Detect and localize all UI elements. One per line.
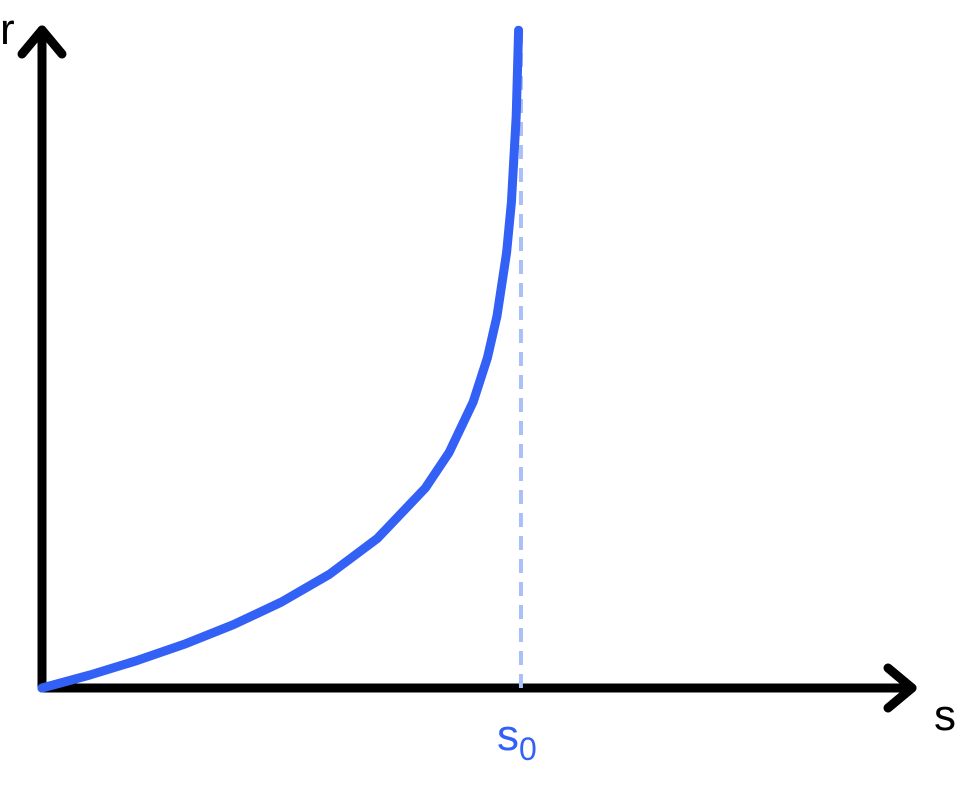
series-curve [37, 25, 524, 693]
y-axis-label: r [0, 5, 15, 54]
y-axis-arrowhead [17, 25, 67, 59]
x-axis-arrowhead [883, 663, 917, 713]
x-axis-label: s [934, 691, 956, 740]
asymptote-label-subscript: 0 [519, 731, 537, 767]
asymptote-label-main: s [497, 711, 519, 760]
asymptote-label: s0 [497, 711, 537, 767]
